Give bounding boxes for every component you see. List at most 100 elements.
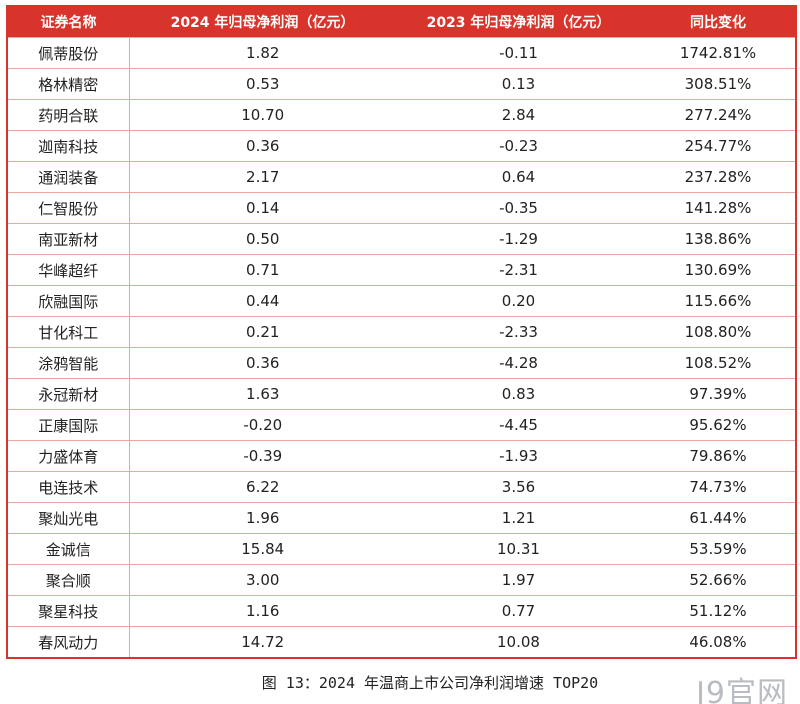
table-row: 迦南科技 0.36 -0.23 254.77% xyxy=(7,130,796,162)
table-cell: 254.77% xyxy=(641,130,796,162)
table-row: 聚灿光电 1.96 1.21 61.44% xyxy=(7,502,796,534)
table-cell: 2.17 xyxy=(129,161,396,193)
table-row: 通润装备 2.17 0.64 237.28% xyxy=(7,161,796,193)
table-row: 春风动力 14.72 10.08 46.08% xyxy=(7,626,796,658)
header-cell: 同比变化 xyxy=(641,6,796,38)
table-cell: 欣融国际 xyxy=(7,285,130,317)
table-cell: -0.35 xyxy=(396,192,641,224)
table-cell: 佩蒂股份 xyxy=(7,37,130,69)
table-body: 佩蒂股份 1.82 -0.11 1742.81% 格林精密 0.53 0.13 308.51%… xyxy=(7,37,796,658)
table-cell: 涂鸦智能 xyxy=(7,347,130,379)
table-cell: 南亚新材 xyxy=(7,223,130,255)
header-cell: 2023 年归母净利润（亿元） xyxy=(396,6,641,38)
table-row: 欣融国际 0.44 0.20 115.66% xyxy=(7,285,796,317)
table-cell: 10.31 xyxy=(396,533,641,565)
table-cell: 1.97 xyxy=(396,564,641,596)
table-cell: -0.23 xyxy=(396,130,641,162)
table-cell: 3.56 xyxy=(396,471,641,503)
table-cell: 108.52% xyxy=(641,347,796,379)
table-cell: 电连技术 xyxy=(7,471,130,503)
table-cell: 237.28% xyxy=(641,161,796,193)
table-cell: -1.93 xyxy=(396,440,641,472)
table-cell: 0.36 xyxy=(129,130,396,162)
caption: 图 13：2024 年温商上市公司净利润增速 TOP20 xyxy=(261,674,599,692)
table-cell: 聚星科技 xyxy=(7,595,130,627)
table-row: 力盛体育 -0.39 -1.93 79.86% xyxy=(7,440,796,472)
table-cell: 仁智股份 xyxy=(7,192,130,224)
table-row: 药明合联 10.70 2.84 277.24% xyxy=(7,99,796,131)
table-cell: 华峰超纤 xyxy=(7,254,130,286)
header-cell: 2024 年归母净利润（亿元） xyxy=(129,6,396,38)
table-cell: -2.33 xyxy=(396,316,641,348)
table-row: 佩蒂股份 1.82 -0.11 1742.81% xyxy=(7,37,796,69)
table-row: 电连技术 6.22 3.56 74.73% xyxy=(7,471,796,503)
table-cell: 1.21 xyxy=(396,502,641,534)
table-cell: 1.63 xyxy=(129,378,396,410)
table-cell: 115.66% xyxy=(641,285,796,317)
table-cell: 0.50 xyxy=(129,223,396,255)
table-cell: -1.29 xyxy=(396,223,641,255)
table-cell: 0.77 xyxy=(396,595,641,627)
table-cell: 308.51% xyxy=(641,68,796,100)
table-cell: 130.69% xyxy=(641,254,796,286)
table-row: 甘化科工 0.21 -2.33 108.80% xyxy=(7,316,796,348)
table-cell: -4.28 xyxy=(396,347,641,379)
table-cell: 95.62% xyxy=(641,409,796,441)
table-cell: 聚灿光电 xyxy=(7,502,130,534)
table-cell: 通润装备 xyxy=(7,161,130,193)
table-cell: 14.72 xyxy=(129,626,396,658)
table-cell: 正康国际 xyxy=(7,409,130,441)
table-cell: 53.59% xyxy=(641,533,796,565)
table-cell: 0.14 xyxy=(129,192,396,224)
table-cell: 46.08% xyxy=(641,626,796,658)
table-cell: 1.96 xyxy=(129,502,396,534)
table-cell: 141.28% xyxy=(641,192,796,224)
table-cell: 52.66% xyxy=(641,564,796,596)
table-cell: 药明合联 xyxy=(7,99,130,131)
table-cell: 0.71 xyxy=(129,254,396,286)
table-cell: -4.45 xyxy=(396,409,641,441)
table-cell: -2.31 xyxy=(396,254,641,286)
table-cell: 0.64 xyxy=(396,161,641,193)
table-cell: 1.82 xyxy=(129,37,396,69)
table-cell: 15.84 xyxy=(129,533,396,565)
data-table: 证券名称 2024 年归母净利润（亿元） 2023 年归母净利润（亿元） 同比变化 佩… xyxy=(6,5,797,659)
table-cell: 2.84 xyxy=(396,99,641,131)
table-cell: 格林精密 xyxy=(7,68,130,100)
table-cell: 1742.81% xyxy=(641,37,796,69)
table-row: 涂鸦智能 0.36 -4.28 108.52% xyxy=(7,347,796,379)
table-row: 仁智股份 0.14 -0.35 141.28% xyxy=(7,192,796,224)
table-cell: 74.73% xyxy=(641,471,796,503)
table-row: 金诚信 15.84 10.31 53.59% xyxy=(7,533,796,565)
table-cell: 迦南科技 xyxy=(7,130,130,162)
header-row: 证券名称 2024 年归母净利润（亿元） 2023 年归母净利润（亿元） 同比变化 xyxy=(7,6,796,38)
table-cell: -0.39 xyxy=(129,440,396,472)
table-cell: 3.00 xyxy=(129,564,396,596)
table-cell: 0.21 xyxy=(129,316,396,348)
table-cell: 10.70 xyxy=(129,99,396,131)
table-cell: 永冠新材 xyxy=(7,378,130,410)
table-cell: 51.12% xyxy=(641,595,796,627)
table-cell: -0.11 xyxy=(396,37,641,69)
table-cell: 0.83 xyxy=(396,378,641,410)
table-cell: 61.44% xyxy=(641,502,796,534)
table-cell: 0.44 xyxy=(129,285,396,317)
table-cell: 春风动力 xyxy=(7,626,130,658)
table-cell: -0.20 xyxy=(129,409,396,441)
table-cell: 6.22 xyxy=(129,471,396,503)
table-cell: 力盛体育 xyxy=(7,440,130,472)
table-cell: 聚合顺 xyxy=(7,564,130,596)
table-cell: 277.24% xyxy=(641,99,796,131)
table-cell: 0.20 xyxy=(396,285,641,317)
table-cell: 10.08 xyxy=(396,626,641,658)
table-cell: 79.86% xyxy=(641,440,796,472)
table-cell: 1.16 xyxy=(129,595,396,627)
table-row: 永冠新材 1.63 0.83 97.39% xyxy=(7,378,796,410)
table-cell: 138.86% xyxy=(641,223,796,255)
table-cell: 97.39% xyxy=(641,378,796,410)
table-cell: 0.36 xyxy=(129,347,396,379)
table-row: 正康国际 -0.20 -4.45 95.62% xyxy=(7,409,796,441)
table-row: 聚合顺 3.00 1.97 52.66% xyxy=(7,564,796,596)
table-row: 华峰超纤 0.71 -2.31 130.69% xyxy=(7,254,796,286)
table-row: 格林精密 0.53 0.13 308.51% xyxy=(7,68,796,100)
